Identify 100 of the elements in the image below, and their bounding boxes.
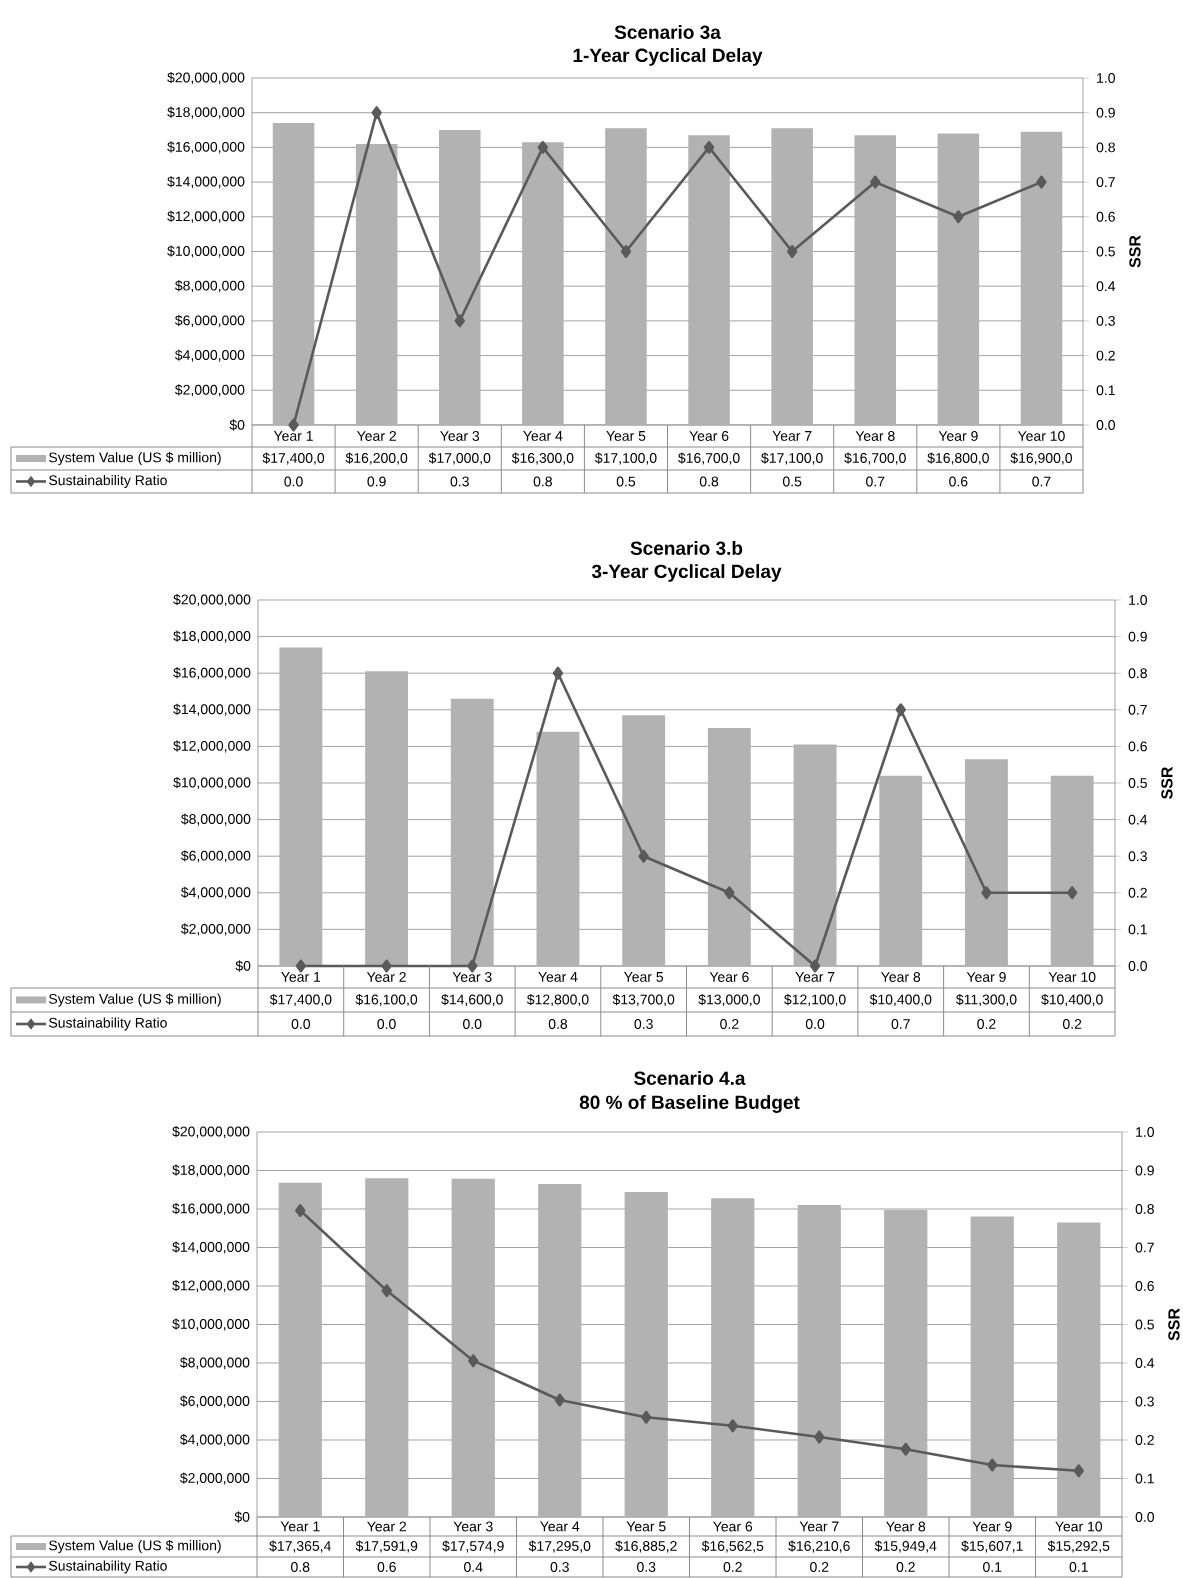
bar [970,1216,1014,1517]
x-tick-label: Year 2 [366,972,406,982]
y-tick-label: $12,000,000 [167,210,245,223]
y2-tick-label: 0.4 [1135,1358,1155,1368]
x-tick-label: Year 10 [1017,431,1065,441]
data-label: 0.2 [723,1562,742,1572]
point [467,959,478,973]
y2-tick-label: 0.4 [1096,281,1116,292]
data-label: $17,400,0 [262,452,325,465]
data-label: $16,700,0 [678,452,740,465]
data-label: $17,100,0 [594,452,657,465]
x-tick-label: Year 10 [1055,1521,1103,1532]
x-tick-label: Year 7 [799,1521,839,1532]
data-label: 0.3 [450,476,469,487]
point [641,1410,652,1424]
y-tick-label: $16,000,000 [167,141,245,154]
y2-tick-label: 0.0 [1135,1512,1154,1522]
x-tick-label: Year 8 [886,1521,926,1532]
y2-tick-label: 0.1 [1096,385,1115,396]
point [809,959,821,973]
data-label: $12,100,0 [784,993,846,1007]
point [468,1354,479,1368]
data-label: 0.7 [1032,476,1051,487]
data-label: $12,800,0 [526,993,589,1007]
data-label: $17,100,0 [761,452,823,465]
y-tick-label: $4,000,000 [175,349,245,362]
y-tick-label: $2,000,000 [180,1472,250,1485]
data-label: $16,900,0 [1010,452,1073,465]
bar [1057,1222,1101,1517]
bar [884,1209,928,1517]
y-tick-label: $14,000,000 [167,176,245,189]
y2-tick-label: 0.0 [1128,961,1147,971]
data-label: 0.8 [291,1562,310,1572]
bar [1050,775,1094,966]
y-tick-label: $12,000,000 [172,1279,250,1293]
y2-tick-label: 0.6 [1135,1281,1154,1291]
y-tick-label: $0 [235,960,251,972]
y2-tick-label: 0.3 [1135,1396,1154,1407]
x-tick-label: Year 1 [281,972,321,982]
point [295,1204,306,1218]
y2-tick-label: 0.2 [1096,350,1115,361]
y-tick-label: $20,000,000 [172,1125,250,1139]
y-tick-label: $20,000,000 [167,71,245,85]
y-tick-label: $0 [229,419,245,431]
data-label: $17,000,0 [428,452,491,465]
point [554,1393,565,1407]
data-label: 0.2 [720,1019,739,1029]
point [638,849,649,863]
y-tick-label: $16,000,000 [172,1202,250,1216]
point [786,244,798,258]
y-tick-label: $6,000,000 [175,314,245,327]
point [900,1442,911,1456]
chart-title: Scenario 4.a [634,1071,746,1085]
x-tick-label: Year 8 [855,431,895,441]
data-label: 0.1 [1069,1562,1088,1572]
point [454,314,465,328]
bar [622,715,666,966]
y-tick-label: $16,000,000 [173,667,251,680]
point [552,666,564,680]
legend-label: Sustainability Ratio [49,1017,167,1031]
data-label: 0.0 [805,1019,825,1029]
point [381,1284,392,1298]
data-label: 0.9 [367,476,386,487]
legend-label: Sustainability Ratio [49,1560,167,1574]
y-tick-label: $8,000,000 [180,1356,250,1370]
bar [707,728,751,966]
data-label: 0.6 [377,1562,396,1572]
data-label: $16,800,0 [927,452,989,465]
x-tick-label: Year 9 [972,1521,1012,1532]
legend-label: Sustainability Ratio [49,474,167,489]
bar [279,647,323,966]
y2-tick-label: 0.9 [1096,107,1115,118]
y-tick-label: $8,000,000 [175,280,245,293]
bar [538,1184,582,1517]
data-label: $16,200,0 [345,452,408,465]
bar [624,1191,668,1517]
legend-label: System Value (US $ million) [49,993,221,1007]
y-tick-label: $18,000,000 [167,106,245,119]
x-tick-label: Year 2 [356,431,396,441]
x-tick-label: Year 5 [623,972,664,982]
legend-label: System Value (US $ million) [49,1539,221,1554]
x-tick-label: Year 6 [713,1521,753,1532]
y-tick-label: $8,000,000 [181,813,251,826]
y2-tick-label: 0.7 [1128,704,1147,715]
data-label: 0.3 [550,1562,569,1572]
x-tick-label: Year 1 [280,1521,320,1532]
x-tick-label: Year 7 [795,972,835,982]
data-label: $13,700,0 [612,993,675,1007]
x-tick-label: Year 5 [626,1521,666,1532]
data-label: $15,607,1 [961,1540,1023,1553]
point [981,886,992,900]
data-label: 0.6 [949,476,968,487]
data-label: $16,100,0 [355,993,418,1007]
x-tick-label: Year 7 [772,431,812,441]
data-label: $15,292,5 [1047,1540,1110,1553]
y-tick-label: $14,000,000 [173,703,251,716]
y-tick-label: $18,000,000 [173,630,251,643]
y-tick-label: $4,000,000 [180,1433,250,1447]
point [895,703,906,717]
point [1073,1464,1084,1478]
